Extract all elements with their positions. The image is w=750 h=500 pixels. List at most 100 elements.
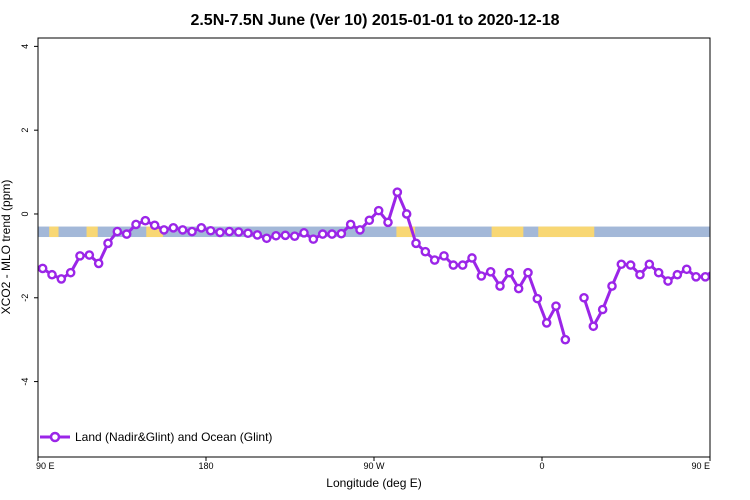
data-point <box>551 301 561 311</box>
data-point <box>720 270 727 277</box>
land-patch <box>491 226 524 238</box>
data-point <box>93 258 104 269</box>
data-point <box>467 253 477 263</box>
data-point <box>730 274 737 281</box>
y-axis-label: XCO2 - MLO trend (ppm) <box>0 180 13 315</box>
data-point <box>38 263 48 274</box>
data-point <box>383 217 393 228</box>
data-point <box>345 219 356 230</box>
data-point <box>392 187 403 197</box>
data-point <box>75 251 85 261</box>
land-patch <box>49 226 59 238</box>
data-point <box>663 276 673 286</box>
data-point <box>739 269 746 276</box>
data-point <box>159 225 169 235</box>
data-point <box>103 238 113 249</box>
data-point <box>523 267 533 278</box>
data-point <box>112 226 123 237</box>
data-point <box>140 215 151 226</box>
data-point <box>429 255 440 265</box>
data-point <box>56 274 67 284</box>
data-point <box>439 251 449 261</box>
data-point <box>373 205 384 216</box>
data-point <box>644 259 655 270</box>
data-point <box>485 267 496 277</box>
data-point <box>84 250 95 260</box>
data-point <box>495 281 505 291</box>
y-tick-label: -4 <box>20 378 30 386</box>
legend: Land (Nadir&Glint) and Ocean (Glint) <box>40 430 272 444</box>
data-point <box>457 260 468 270</box>
data-point <box>532 293 543 304</box>
data-point <box>401 209 412 219</box>
data-point <box>607 281 617 291</box>
data-point <box>513 283 524 294</box>
data-point <box>541 318 552 328</box>
y-tick-label: 4 <box>20 44 30 49</box>
x-tick-label: 90 W <box>363 461 385 471</box>
data-point <box>243 228 253 239</box>
data-point <box>168 223 179 233</box>
data-point <box>681 264 692 275</box>
data-point <box>149 220 160 231</box>
data-point <box>635 269 645 280</box>
data-point <box>355 225 365 235</box>
data-point <box>65 267 76 278</box>
x-tick-label: 0 <box>539 461 544 471</box>
data-point <box>504 267 515 278</box>
x-tick-label: 90 E <box>36 461 55 471</box>
data-point <box>420 246 431 257</box>
data-point <box>709 268 710 271</box>
series-line <box>582 262 710 328</box>
data-point <box>364 215 375 226</box>
y-axis: 4 2 0 -2 -4 <box>20 44 38 386</box>
background-band <box>38 226 710 238</box>
data-point <box>579 292 589 303</box>
land-patch <box>538 226 595 238</box>
land-patch <box>396 226 416 238</box>
x-axis: 90 E 180 90 W 0 90 E <box>36 457 711 471</box>
y-tick-label: 0 <box>20 211 30 216</box>
y-tick-label: -2 <box>20 294 30 302</box>
legend-entry-label: Land (Nadir&Glint) and Ocean (Glint) <box>75 430 272 444</box>
data-point <box>47 269 57 280</box>
data-point <box>233 227 244 237</box>
data-point <box>653 267 664 278</box>
data-point <box>131 219 141 230</box>
data-point <box>597 304 608 315</box>
plot-frame <box>37 37 711 458</box>
data-point <box>448 260 459 270</box>
data-point <box>317 229 328 239</box>
data-point <box>588 321 599 332</box>
data-point <box>261 233 272 244</box>
chart-title: 2.5N-7.5N June (Ver 10) 2015-01-01 to 20… <box>190 12 559 29</box>
data-point <box>336 228 347 239</box>
ocean-band <box>38 226 710 238</box>
data-point <box>560 334 571 345</box>
series-line <box>41 190 567 341</box>
series-layer <box>38 187 746 345</box>
data-point <box>700 272 710 282</box>
data-point <box>299 228 309 238</box>
land-patch <box>146 226 164 238</box>
x-axis-label: Longitude (deg E) <box>326 476 421 490</box>
data-point <box>280 230 291 241</box>
data-point <box>411 238 421 249</box>
data-point <box>196 223 207 233</box>
x-tick-label: 90 E <box>691 461 710 471</box>
data-point <box>252 230 263 240</box>
y-tick-label: 2 <box>20 128 30 133</box>
data-point <box>177 225 188 235</box>
land-patch <box>86 226 98 238</box>
legend-marker <box>49 431 61 443</box>
data-point <box>625 260 636 270</box>
data-point <box>616 259 627 270</box>
data-point <box>187 226 197 237</box>
data-point <box>691 272 701 282</box>
x-tick-label: 180 <box>198 461 213 471</box>
data-point <box>672 269 683 280</box>
data-point <box>121 229 132 239</box>
data-point <box>205 225 216 236</box>
data-point <box>308 234 319 244</box>
